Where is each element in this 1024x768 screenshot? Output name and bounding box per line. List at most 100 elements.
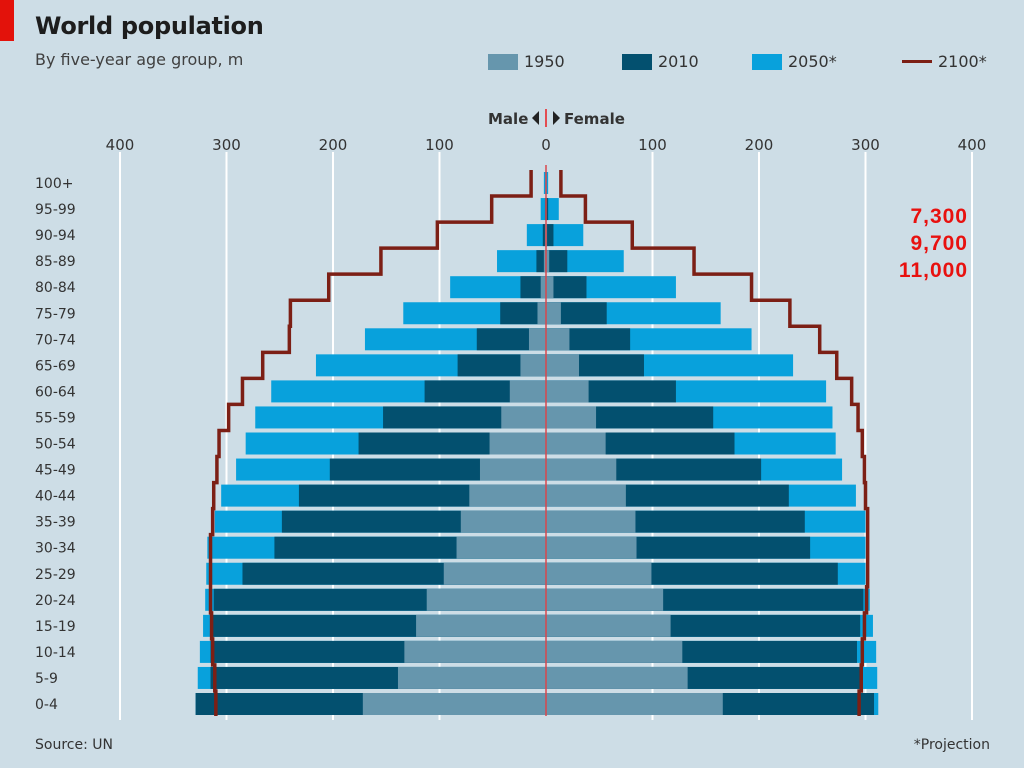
bar-1950-male	[501, 406, 546, 429]
bar-1950-female	[546, 354, 580, 377]
bar-1950-female	[546, 458, 617, 481]
x-tick-label: 100	[425, 136, 454, 154]
bars	[195, 172, 879, 715]
x-tick-label: 300	[851, 136, 880, 154]
bar-2010-male	[476, 328, 546, 351]
bar-1950-female	[546, 276, 554, 299]
line-2100	[208, 170, 870, 717]
bar-2010-female	[546, 198, 549, 221]
projection-note: *Projection	[913, 737, 990, 753]
bar-1950-female	[546, 380, 589, 403]
age-group-label: 60-64	[35, 384, 76, 400]
bar-2050-female	[546, 224, 584, 247]
age-group-label: 75-79	[35, 306, 76, 322]
bar-1950-female	[546, 640, 683, 663]
x-tick-label: 100	[638, 136, 667, 154]
arrow-left-icon	[532, 111, 539, 125]
age-group-label: 5-9	[35, 671, 58, 687]
bar-1950-male	[489, 432, 546, 455]
x-tick-label: 200	[745, 136, 774, 154]
bar-1950-male	[362, 693, 546, 715]
bar-2050-male	[526, 224, 546, 247]
age-group-label: 100+	[35, 176, 73, 192]
legend-item-1950: 1950	[488, 52, 565, 71]
age-group-label: 65-69	[35, 358, 76, 374]
bar-1950-male	[469, 484, 546, 507]
bar-1950-male	[528, 328, 546, 351]
total-2050: 9,700	[910, 232, 968, 255]
bar-1950-male	[443, 562, 546, 585]
age-group-label: 20-24	[35, 593, 76, 609]
age-group-label: 35-39	[35, 515, 76, 531]
bar-1950-male	[520, 354, 546, 377]
x-tick-label: 200	[319, 136, 348, 154]
age-group-label: 25-29	[35, 567, 76, 583]
bar-1950-male	[509, 380, 546, 403]
bar-1950-female	[546, 562, 652, 585]
bar-2050-male	[497, 250, 546, 273]
legend: 1950 2010 2050* 2100*	[488, 52, 1008, 72]
bar-2010-male	[520, 276, 546, 299]
age-group-label: 85-89	[35, 254, 76, 270]
bar-1950-male	[479, 458, 546, 481]
bar-1950-male	[456, 536, 546, 559]
bar-1950-male	[426, 588, 546, 611]
legend-swatch-2050	[752, 53, 782, 70]
bar-1950-female	[546, 693, 723, 715]
line-2100-female	[559, 170, 870, 717]
bar-1950-female	[546, 250, 550, 273]
female-label: Female	[564, 110, 625, 128]
legend-swatch-1950	[488, 53, 518, 70]
male-female-label: Male Female	[488, 109, 625, 128]
x-tick-label: 400	[958, 136, 987, 154]
bar-1950-male	[404, 640, 546, 663]
bar-2010-female	[546, 224, 554, 247]
legend-item-2010: 2010	[622, 52, 699, 71]
age-group-label: 50-54	[35, 437, 76, 453]
bar-1950-male	[540, 276, 546, 299]
bar-2050-male	[543, 172, 546, 194]
legend-item-2050: 2050*	[752, 52, 837, 71]
total-2100: 11,000	[898, 259, 968, 282]
bar-2050-female	[546, 172, 549, 194]
bar-1950-male	[537, 302, 546, 325]
bar-1950-male	[397, 666, 546, 689]
bar-2050-male	[540, 198, 546, 221]
bar-2010-female	[546, 302, 607, 325]
bar-1950-female	[546, 536, 637, 559]
bar-2010-male	[542, 224, 546, 247]
line-2100-male	[208, 170, 533, 717]
x-tick-label: 400	[106, 136, 135, 154]
chart-subtitle: By five-year age group, m	[35, 50, 244, 69]
age-group-label: 95-99	[35, 202, 76, 218]
chart-title: World population	[35, 12, 264, 40]
x-tick-label: 0	[541, 136, 551, 154]
legend-swatch-2100	[902, 60, 932, 63]
age-group-labels: 100+ 95-99 90-94 85-89 80-84 75-79 70-74 65-69 6…	[35, 176, 76, 713]
total-2010: 7,300	[910, 205, 968, 228]
age-group-label: 45-49	[35, 463, 76, 479]
population-totals: 7,300 9,700 11,000	[899, 203, 968, 284]
male-label: Male	[488, 110, 528, 128]
bar-1950-female	[546, 614, 671, 637]
age-group-label: 80-84	[35, 280, 76, 296]
bar-2010-male	[536, 250, 546, 273]
age-group-label: 10-14	[35, 645, 76, 661]
legend-item-2100: 2100*	[902, 52, 987, 71]
brand-red-tab	[0, 0, 14, 41]
bar-1950-female	[546, 484, 626, 507]
bar-1950-female	[546, 666, 688, 689]
bar-2010-female	[546, 276, 587, 299]
bar-1950-female	[546, 588, 664, 611]
age-group-label: 70-74	[35, 332, 76, 348]
bar-1950-male	[460, 510, 546, 533]
age-group-label: 40-44	[35, 489, 76, 505]
bar-1950-female	[546, 510, 636, 533]
age-group-label: 15-19	[35, 619, 76, 635]
bar-1950-female	[546, 302, 561, 325]
x-tick-label: 300	[212, 136, 241, 154]
legend-label: 2050*	[788, 52, 837, 71]
bar-2010-male	[500, 302, 546, 325]
age-group-label: 0-4	[35, 697, 58, 713]
